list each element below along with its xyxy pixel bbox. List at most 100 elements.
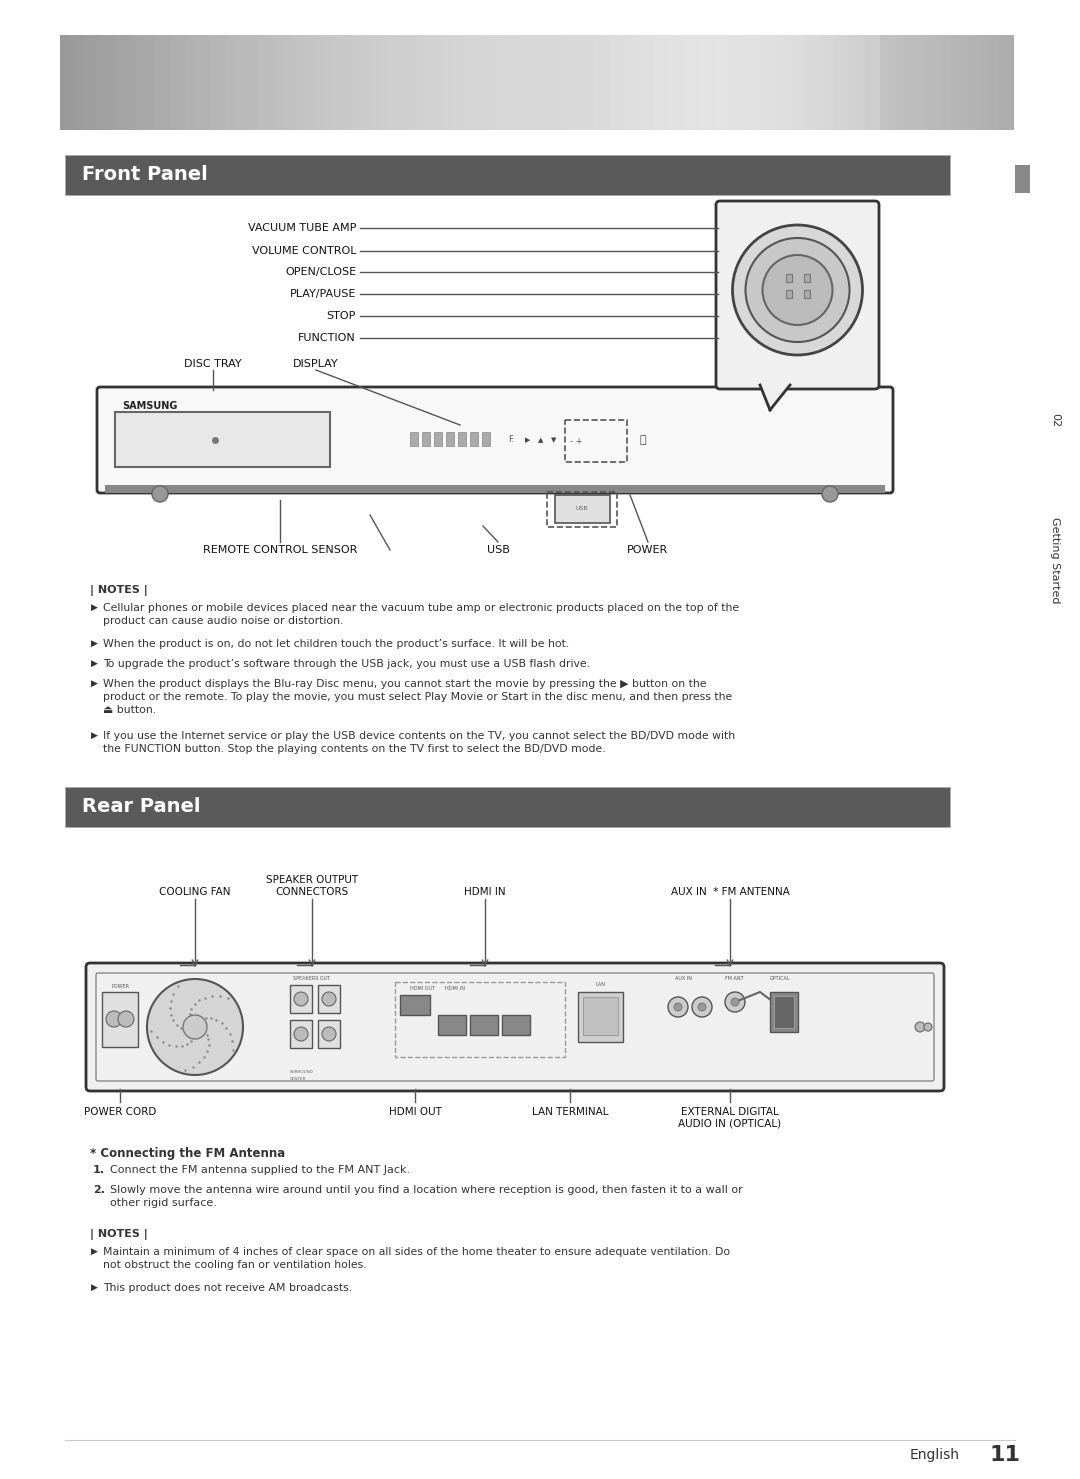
Bar bbox=[482, 432, 490, 447]
Bar bbox=[792, 35, 799, 130]
Bar bbox=[473, 35, 482, 130]
Circle shape bbox=[915, 1022, 924, 1032]
Bar bbox=[1015, 166, 1030, 192]
Text: STOP: STOP bbox=[326, 311, 356, 321]
Text: USB: USB bbox=[487, 544, 510, 555]
Bar bbox=[982, 35, 990, 130]
Bar bbox=[505, 35, 513, 130]
Text: HDMI OUT: HDMI OUT bbox=[389, 1106, 442, 1117]
Bar bbox=[625, 35, 640, 130]
Bar bbox=[640, 35, 648, 130]
Text: Connect the FM antenna supplied to the FM ANT Jack.: Connect the FM antenna supplied to the F… bbox=[110, 1165, 410, 1174]
Bar bbox=[934, 35, 943, 130]
Bar bbox=[712, 35, 720, 130]
Circle shape bbox=[692, 997, 712, 1018]
Bar bbox=[195, 35, 203, 130]
Text: VOLUME CONTROL: VOLUME CONTROL bbox=[252, 246, 356, 256]
Bar bbox=[362, 35, 370, 130]
Bar bbox=[704, 35, 712, 130]
Text: Slowly move the antenna wire around until you find a location where reception is: Slowly move the antenna wire around unti… bbox=[110, 1185, 743, 1208]
Bar bbox=[354, 35, 362, 130]
Text: If you use the Internet service or play the USB device contents on the TV, you c: If you use the Internet service or play … bbox=[103, 731, 735, 754]
Bar bbox=[330, 35, 338, 130]
Bar bbox=[410, 432, 418, 447]
Text: | NOTES |: | NOTES | bbox=[90, 1229, 148, 1239]
Bar bbox=[887, 35, 895, 130]
Bar bbox=[318, 1021, 340, 1049]
Bar bbox=[338, 35, 347, 130]
Text: ▶: ▶ bbox=[525, 436, 530, 444]
Bar bbox=[805, 35, 820, 130]
Bar bbox=[657, 35, 664, 130]
Text: Rear Panel: Rear Panel bbox=[82, 797, 201, 816]
Bar bbox=[685, 35, 700, 130]
Bar bbox=[696, 35, 704, 130]
Bar bbox=[820, 35, 835, 130]
FancyBboxPatch shape bbox=[97, 387, 893, 493]
Bar bbox=[434, 432, 442, 447]
Bar bbox=[774, 995, 794, 1028]
Text: ▶: ▶ bbox=[91, 731, 98, 740]
Text: 02: 02 bbox=[1050, 413, 1059, 427]
Text: 2.: 2. bbox=[93, 1185, 105, 1195]
Bar bbox=[219, 35, 227, 130]
Text: SURROUND: SURROUND bbox=[291, 1069, 314, 1074]
Circle shape bbox=[322, 1026, 336, 1041]
Bar bbox=[785, 290, 792, 297]
Bar bbox=[76, 35, 84, 130]
Bar bbox=[648, 35, 657, 130]
Bar bbox=[927, 35, 934, 130]
Bar bbox=[395, 982, 565, 1057]
Bar bbox=[537, 35, 545, 130]
Bar bbox=[546, 493, 617, 527]
Bar bbox=[422, 432, 430, 447]
Bar bbox=[670, 35, 685, 130]
Bar bbox=[99, 35, 108, 130]
Text: SPEAKERS OUT: SPEAKERS OUT bbox=[294, 976, 330, 982]
Bar bbox=[426, 35, 434, 130]
Text: - +: - + bbox=[570, 438, 582, 447]
Bar bbox=[116, 35, 123, 130]
Bar bbox=[409, 35, 418, 130]
Bar bbox=[322, 35, 330, 130]
Bar bbox=[370, 35, 378, 130]
Text: ▶: ▶ bbox=[91, 1247, 98, 1256]
Text: ▶: ▶ bbox=[91, 639, 98, 648]
Bar bbox=[545, 35, 553, 130]
FancyBboxPatch shape bbox=[716, 201, 879, 389]
Bar bbox=[114, 413, 330, 467]
Bar bbox=[458, 35, 465, 130]
Text: English: English bbox=[910, 1448, 960, 1463]
Bar bbox=[835, 35, 850, 130]
Text: ▲: ▲ bbox=[538, 436, 543, 444]
Text: REMOTE CONTROL SENSOR: REMOTE CONTROL SENSOR bbox=[203, 544, 357, 555]
Text: AUX IN  * FM ANTENNA: AUX IN * FM ANTENNA bbox=[671, 887, 789, 896]
Bar bbox=[347, 35, 354, 130]
Bar bbox=[105, 485, 885, 493]
Bar bbox=[489, 35, 497, 130]
Bar bbox=[84, 35, 92, 130]
Text: This product does not receive AM broadcasts.: This product does not receive AM broadca… bbox=[103, 1282, 352, 1293]
Bar bbox=[438, 1015, 465, 1035]
Bar bbox=[163, 35, 172, 130]
Bar bbox=[799, 35, 808, 130]
Bar bbox=[967, 35, 974, 130]
Bar bbox=[775, 35, 783, 130]
Text: 1.: 1. bbox=[93, 1165, 105, 1174]
Circle shape bbox=[732, 225, 863, 355]
Circle shape bbox=[106, 1012, 122, 1026]
Text: VACUUM TUBE AMP: VACUUM TUBE AMP bbox=[247, 223, 356, 234]
Circle shape bbox=[118, 1012, 134, 1026]
Bar bbox=[274, 35, 283, 130]
Bar bbox=[555, 495, 610, 524]
Text: FUNCTION: FUNCTION bbox=[298, 333, 356, 343]
Bar bbox=[998, 35, 1007, 130]
Bar bbox=[577, 35, 584, 130]
Bar bbox=[458, 432, 465, 447]
Text: USB: USB bbox=[576, 506, 589, 512]
Bar bbox=[267, 35, 274, 130]
Bar bbox=[783, 35, 792, 130]
Text: HDMI IN: HDMI IN bbox=[464, 887, 505, 896]
Text: When the product is on, do not let children touch the product’s surface. It will: When the product is on, do not let child… bbox=[103, 639, 569, 649]
Bar bbox=[855, 35, 863, 130]
